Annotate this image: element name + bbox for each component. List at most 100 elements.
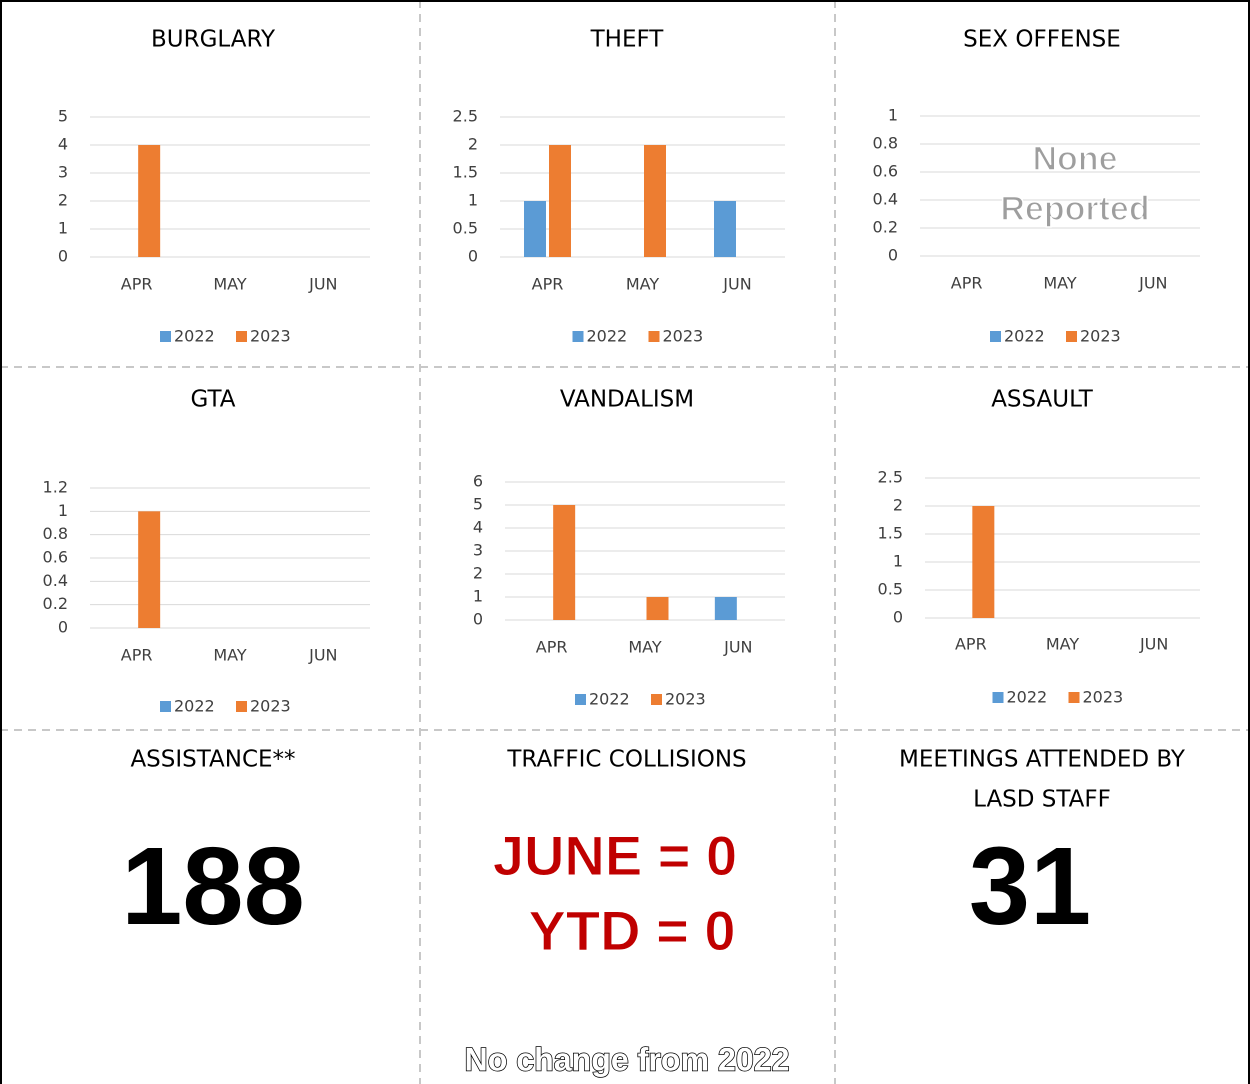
annotation: Reported <box>1000 190 1149 228</box>
y-tick-label: 2.5 <box>453 107 478 126</box>
bar <box>138 511 161 628</box>
y-tick-label: 2 <box>58 191 68 210</box>
y-tick-label: 4 <box>473 518 483 537</box>
y-tick-label: 5 <box>58 107 68 126</box>
bar <box>138 145 161 257</box>
y-tick-label: 0 <box>468 247 478 266</box>
chart-title: BURGLARY <box>151 27 276 53</box>
legend-swatch <box>992 692 1004 703</box>
legend-swatch <box>648 331 660 342</box>
panel-title: MEETINGS ATTENDED BY <box>899 747 1186 773</box>
y-tick-label: 3 <box>473 541 483 560</box>
x-tick-label: APR <box>532 275 564 294</box>
x-tick-label: JUN <box>1139 635 1168 654</box>
legend-swatch <box>1068 692 1080 703</box>
bar <box>972 506 995 618</box>
y-tick-label: 1.5 <box>878 524 903 543</box>
y-tick-label: 2 <box>893 496 903 515</box>
legend-label: 2022 <box>1004 327 1045 346</box>
legend-label: 2022 <box>174 327 215 346</box>
x-tick-label: JUN <box>1138 274 1167 293</box>
legend-swatch <box>651 694 662 705</box>
chart-title: ASSAULT <box>991 387 1094 413</box>
legend-label: 2022 <box>174 697 215 716</box>
y-tick-label: 0 <box>58 618 68 637</box>
y-tick-label: 0 <box>473 610 483 629</box>
x-tick-label: JUN <box>723 638 752 657</box>
y-tick-label: 1 <box>468 191 478 210</box>
y-tick-label: 1.5 <box>453 163 478 182</box>
x-tick-label: APR <box>536 638 568 657</box>
chart-title: GTA <box>190 387 235 413</box>
x-tick-label: MAY <box>213 646 247 665</box>
x-tick-label: JUN <box>308 275 337 294</box>
x-tick-label: APR <box>951 274 983 293</box>
x-tick-label: APR <box>955 635 987 654</box>
legend-label: 2023 <box>665 690 706 709</box>
y-tick-label: 0.8 <box>873 134 898 153</box>
legend-label: 2022 <box>587 327 628 346</box>
legend-label: 2023 <box>663 327 704 346</box>
bar <box>714 597 737 620</box>
y-tick-label: 0 <box>893 608 903 627</box>
bar <box>553 505 576 620</box>
bar <box>714 201 736 257</box>
stat-line: JUNE = 0 <box>493 824 737 887</box>
y-tick-label: 6 <box>473 472 483 491</box>
panel-title: ASSISTANCE** <box>130 747 295 773</box>
x-tick-label: JUN <box>308 646 337 665</box>
y-tick-label: 0.6 <box>873 162 898 181</box>
y-tick-label: 5 <box>473 495 483 514</box>
legend-swatch <box>236 331 247 342</box>
y-tick-label: 0.4 <box>873 190 898 209</box>
legend-swatch <box>160 701 171 712</box>
y-tick-label: 1 <box>473 587 483 606</box>
panel-title: LASD STAFF <box>973 787 1111 813</box>
y-tick-label: 2 <box>473 564 483 583</box>
y-tick-label: 1 <box>58 219 68 238</box>
y-tick-label: 0.4 <box>43 571 68 590</box>
legend-swatch <box>990 331 1001 342</box>
x-tick-label: MAY <box>1046 635 1080 654</box>
chart-title: VANDALISM <box>560 387 694 413</box>
y-tick-label: 0.2 <box>873 218 898 237</box>
chart-title: THEFT <box>590 27 665 53</box>
x-tick-label: APR <box>121 275 153 294</box>
y-tick-label: 0 <box>888 246 898 265</box>
x-tick-label: MAY <box>213 275 247 294</box>
stat-value: 31 <box>969 825 1091 948</box>
y-tick-label: 0.5 <box>878 580 903 599</box>
y-tick-label: 2.5 <box>878 468 903 487</box>
legend-swatch <box>1066 331 1077 342</box>
legend-swatch <box>236 701 247 712</box>
bar <box>524 201 546 257</box>
y-tick-label: 0.5 <box>453 219 478 238</box>
note: No change from 2022 <box>465 1041 790 1077</box>
y-tick-label: 0.2 <box>43 594 68 613</box>
y-tick-label: 1 <box>893 552 903 571</box>
y-tick-label: 0.8 <box>43 524 68 543</box>
y-tick-label: 3 <box>58 163 68 182</box>
stat-line: YTD = 0 <box>529 899 736 962</box>
bar <box>646 597 669 620</box>
y-tick-label: 0.6 <box>43 548 68 567</box>
chart-title: SEX OFFENSE <box>963 27 1121 53</box>
x-tick-label: MAY <box>626 275 660 294</box>
x-tick-label: APR <box>121 646 153 665</box>
x-tick-label: JUN <box>722 275 751 294</box>
bar <box>549 145 571 257</box>
y-tick-label: 1 <box>58 501 68 520</box>
x-tick-label: MAY <box>628 638 662 657</box>
legend-swatch <box>160 331 171 342</box>
stat-value: 188 <box>121 825 305 948</box>
x-tick-label: MAY <box>1043 274 1077 293</box>
legend-swatch <box>572 331 584 342</box>
legend-label: 2023 <box>250 327 291 346</box>
legend-label: 2023 <box>1080 327 1121 346</box>
panel-title: TRAFFIC COLLISIONS <box>506 747 746 773</box>
bar <box>644 145 666 257</box>
y-tick-label: 0 <box>58 247 68 266</box>
y-tick-label: 1.2 <box>43 478 68 497</box>
